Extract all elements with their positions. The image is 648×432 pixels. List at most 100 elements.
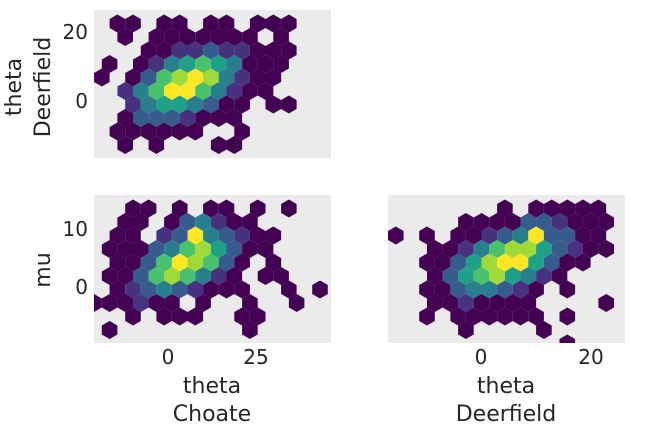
hexbin-cell	[164, 109, 180, 127]
hexbin-cell	[497, 253, 513, 272]
hexbin-cell	[117, 240, 133, 258]
hexbin-cell	[281, 199, 297, 218]
hexbin-cell	[133, 109, 149, 127]
hexbin-cell	[442, 294, 459, 312]
xlabel-line-2: Deerfield	[456, 402, 557, 427]
hexbin-cell	[489, 213, 505, 231]
hexbin-cell	[179, 240, 196, 258]
hexbin-cell	[117, 28, 133, 46]
hexbin-cell	[164, 267, 180, 285]
hexbin-cell	[265, 68, 282, 87]
hexbin-cell	[458, 213, 474, 231]
hexbin-cell	[187, 307, 204, 326]
hexbin-cell	[156, 122, 172, 141]
hexbin-cell	[450, 280, 466, 299]
hexbin-cell	[504, 294, 521, 312]
hexbin-cell	[575, 226, 591, 245]
xlabel-line-1: theta	[183, 374, 241, 399]
hexbin-cell	[536, 213, 552, 231]
hexbin-cell	[249, 226, 266, 245]
hexbin-cell	[187, 68, 204, 87]
hexbin-cell	[218, 68, 235, 87]
hexbin-cell	[242, 321, 258, 339]
hexbin-cell	[195, 213, 211, 231]
hexbin-cell	[210, 240, 227, 258]
hexbin-cell	[226, 109, 243, 127]
hexbin-cell	[117, 136, 133, 154]
hexbin-cell	[148, 82, 165, 100]
hexbin-cell	[242, 28, 258, 46]
hexbin-cell	[226, 136, 243, 154]
hexbin-cell	[536, 321, 552, 339]
hexbin-cell	[210, 267, 227, 285]
hexbin-cell	[543, 253, 560, 272]
hexbin-cell	[156, 226, 172, 245]
hexbin-cell	[203, 68, 219, 87]
hexbin-cell	[164, 213, 180, 231]
hexbin-cell	[226, 28, 243, 46]
hexbin-cell	[465, 253, 482, 272]
hexbin-cell	[481, 226, 498, 245]
hexbin-cell	[125, 95, 141, 114]
panel-mu-vs-choate: 10 0 mu 0 25 theta Choate	[31, 195, 331, 427]
hexbin-cell	[156, 253, 172, 272]
hexbin-cell	[265, 14, 282, 33]
hexbin-cell	[598, 240, 614, 258]
hexbin-cell	[164, 240, 180, 258]
hexbin-cell	[481, 280, 498, 299]
hexbin-cell	[218, 41, 235, 60]
hexbin-cell	[203, 226, 219, 245]
hexbin-cell	[234, 122, 250, 141]
hexbin-cell	[497, 226, 513, 245]
hexbin-cell	[210, 136, 227, 154]
hexbin-cell	[288, 294, 305, 312]
hexbin-cell	[179, 28, 196, 46]
hexbin-cell	[140, 41, 157, 60]
hexbin-cell	[187, 226, 204, 245]
hexbin-cell	[234, 253, 250, 272]
hexbin-cell	[148, 55, 165, 73]
hexbin-cell	[257, 267, 274, 285]
hexbin-cell	[109, 14, 126, 33]
hexbin-cell	[133, 55, 149, 73]
hexbin-cell	[489, 267, 505, 285]
hexbin-cell	[504, 240, 521, 258]
hexbin-cell	[117, 213, 133, 231]
hexbin-cell	[312, 280, 328, 299]
hexbin-cell	[504, 213, 521, 231]
hexbin-cell	[234, 226, 250, 245]
hexbin-cell	[140, 199, 157, 218]
hexbin-cell	[218, 280, 235, 299]
hexbin-cell	[434, 253, 451, 272]
hexbin-cell	[234, 41, 250, 60]
hexbin-cell	[473, 267, 490, 285]
hexbin-cell	[109, 226, 126, 245]
hexbin-cell	[218, 95, 235, 114]
hexbin-cell	[125, 307, 141, 326]
hexbin-cell	[419, 280, 435, 299]
hexbin-cell	[156, 41, 172, 60]
hexbin-cell	[427, 267, 443, 285]
hexbin-cell	[171, 226, 188, 245]
hexbin-cell	[512, 280, 529, 299]
xlabel-line-1: theta	[477, 374, 535, 399]
hexbin-cell	[210, 213, 227, 231]
hexbin-cell	[125, 253, 141, 272]
hexbin-cell	[273, 28, 289, 46]
hexbin-cell	[427, 240, 443, 258]
hexbin-cell	[226, 213, 243, 231]
hexbin-cell	[419, 226, 435, 245]
hexbin-cell	[434, 280, 451, 299]
hexbin-cell	[567, 213, 583, 231]
hexbin-cell	[171, 122, 188, 141]
hexbin-cell	[117, 109, 133, 127]
hexbin-cell	[419, 307, 435, 326]
hexbin-cell	[171, 14, 188, 33]
hexbin-cell	[125, 199, 141, 218]
hexbin-cell	[528, 280, 544, 299]
hexbin-cell	[249, 199, 266, 218]
hexbin-cell	[528, 199, 544, 218]
hexbin-cell	[148, 136, 165, 154]
hexbin-cell	[117, 267, 133, 285]
hexbin-cell	[590, 226, 607, 245]
